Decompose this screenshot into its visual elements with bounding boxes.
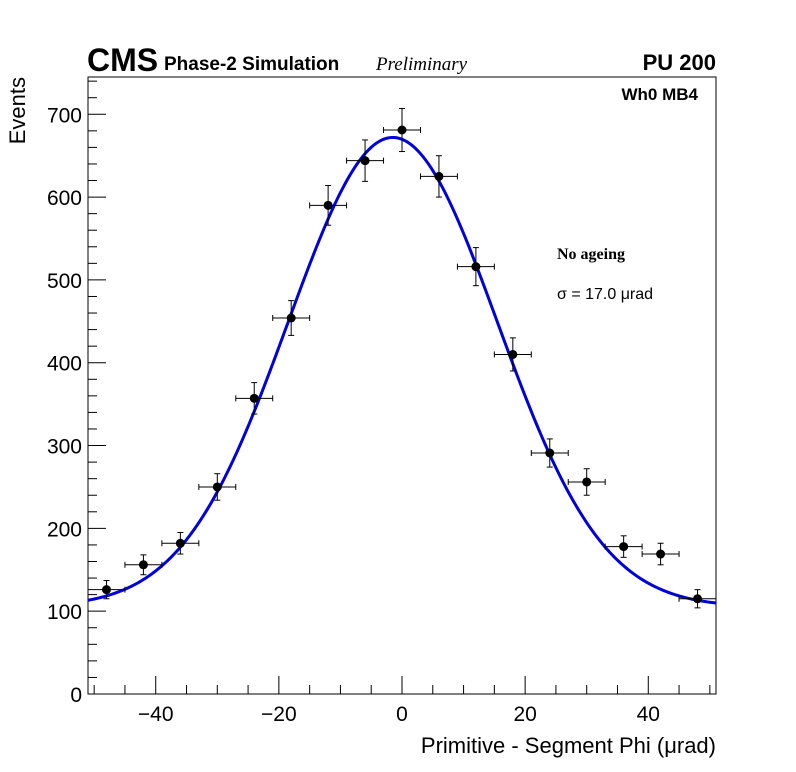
y-axis: 0 100 200 300 400 500 600 700 xyxy=(47,80,106,707)
data-marker xyxy=(286,313,296,323)
y-tick-label: 0 xyxy=(70,684,82,707)
data-point xyxy=(87,580,126,600)
data-marker xyxy=(434,171,444,181)
data-point xyxy=(456,247,495,287)
y-tick-label: 100 xyxy=(47,601,82,624)
x-axis-title: Primitive - Segment Phi (μrad) xyxy=(421,733,716,758)
y-tick-label: 400 xyxy=(47,353,82,376)
data-marker xyxy=(360,156,370,166)
data-marker xyxy=(101,585,111,595)
data-point xyxy=(161,532,200,555)
data-marker xyxy=(212,482,222,492)
data-point xyxy=(198,473,237,501)
data-marker xyxy=(138,560,148,570)
region-label: Wh0 MB4 xyxy=(622,85,699,104)
plot-frame xyxy=(87,76,717,695)
status-label: Preliminary xyxy=(375,54,468,75)
data-point xyxy=(309,184,348,226)
condition-label: No ageing xyxy=(557,246,625,263)
x-tick-label: 40 xyxy=(637,703,660,726)
experiment-label: CMS xyxy=(87,42,158,78)
x-tick-label: −40 xyxy=(138,703,174,726)
data-marker xyxy=(249,393,259,403)
data-point xyxy=(567,468,606,496)
data-marker xyxy=(471,262,481,272)
y-tick-label: 300 xyxy=(47,436,82,459)
data-point xyxy=(641,542,680,566)
fit-curve xyxy=(87,135,717,605)
y-axis-title: Events xyxy=(5,77,30,144)
data-point xyxy=(530,438,569,468)
x-tick-label: −20 xyxy=(261,703,297,726)
data-marker xyxy=(693,594,703,604)
y-tick-label: 500 xyxy=(47,270,82,293)
data-point xyxy=(493,337,532,372)
data-marker xyxy=(619,542,629,552)
data-point xyxy=(346,139,385,182)
pileup-label: PU 200 xyxy=(643,50,716,75)
data-point xyxy=(272,300,311,336)
data-point xyxy=(604,535,643,558)
y-tick-label: 200 xyxy=(47,518,82,541)
x-axis: −40 −20 0 20 40 xyxy=(93,676,711,726)
data-point xyxy=(235,382,274,415)
data-marker xyxy=(323,200,333,210)
subtitle-label: Phase-2 Simulation xyxy=(164,54,339,75)
x-tick-label: 0 xyxy=(396,703,408,726)
data-point xyxy=(124,554,163,576)
data-marker xyxy=(656,549,666,559)
data-point xyxy=(383,107,421,153)
x-tick-label: 20 xyxy=(513,703,536,726)
data-point xyxy=(678,589,717,609)
data-marker xyxy=(175,538,185,548)
fit-sigma-label: σ = 17.0 μrad xyxy=(557,286,653,303)
data-marker xyxy=(508,349,518,359)
y-tick-label: 600 xyxy=(47,187,82,210)
y-tick-label: 700 xyxy=(47,104,82,127)
data-marker xyxy=(582,477,592,487)
data-marker xyxy=(545,448,555,458)
data-points xyxy=(87,107,717,609)
data-point xyxy=(419,155,458,198)
data-marker xyxy=(397,125,407,135)
